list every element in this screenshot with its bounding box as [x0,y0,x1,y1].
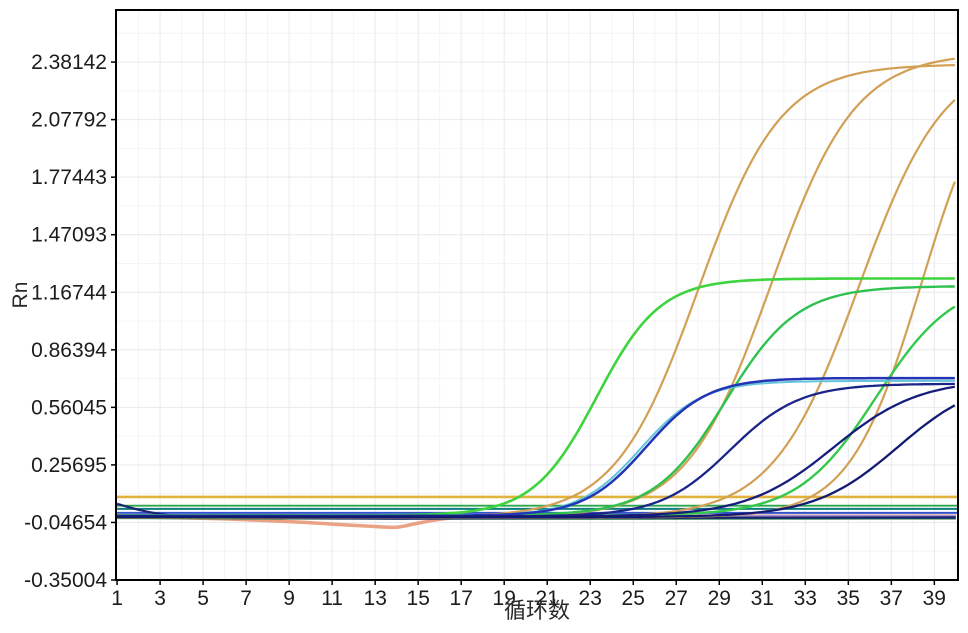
x-tick-label: 33 [794,587,817,610]
x-tick-label: 29 [708,587,731,610]
x-tick-label: 15 [407,587,430,610]
orange-curve-2 [116,57,955,519]
orange-curve-3 [116,99,956,519]
y-tick-label: 2.38142 [31,51,107,74]
x-tick-label: 37 [880,587,903,610]
x-tick-label: 23 [579,587,602,610]
x-axis-title: 循环数 [504,598,570,623]
x-tick-label: 39 [923,587,946,610]
x-tick-label: 7 [240,587,252,610]
y-tick-label: -0.35004 [24,569,107,592]
y-tick-label: 2.07792 [31,109,107,132]
y-tick-label: 1.16744 [31,281,107,304]
navy-curve-4 [116,404,956,519]
amplification-curves [116,57,956,530]
y-tick-label: 0.56045 [31,396,107,419]
x-tick-label: 21 [536,587,559,610]
y-tick-label: 0.25695 [31,454,107,477]
gridlines [116,10,958,580]
green-curve-1 [116,277,955,517]
orange-curve-1 [116,64,955,519]
x-tick-label: 11 [321,587,343,610]
y-tick-label: 1.47093 [31,224,107,247]
x-tick-labels: 1 3 5 7 9 11 13 15 17 19 21 23 25 27 29 31 33 35 37 39 [111,587,946,610]
axis-tick-marks [111,61,936,585]
x-tick-label: 5 [197,587,209,610]
x-tick-label: 3 [154,587,166,610]
x-tick-label: 35 [837,587,860,610]
x-tick-label: 9 [283,587,295,610]
y-axis-title: Rn [9,282,32,309]
y-tick-labels: 2.38142 2.07792 1.77443 1.47093 1.16744 0.863… [24,51,107,592]
x-tick-label: 25 [622,587,645,610]
x-tick-label: 17 [450,587,473,610]
x-tick-label: 31 [751,587,774,610]
y-tick-label: -0.04654 [24,512,107,535]
x-tick-label: 1 [111,587,123,610]
y-tick-label: 0.86394 [31,339,107,362]
plot-frame [115,9,959,581]
y-tick-label: 1.77443 [31,166,107,189]
x-tick-label: 19 [493,587,516,610]
baseline-navy [116,502,956,520]
x-tick-label: 27 [665,587,688,610]
x-tick-label: 13 [364,587,387,610]
